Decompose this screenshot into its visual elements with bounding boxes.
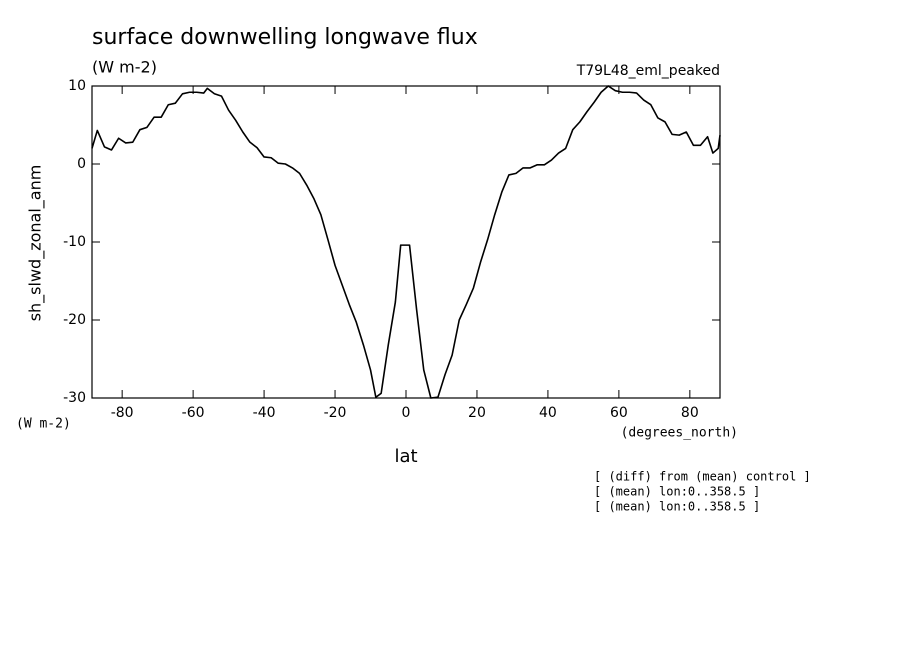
x-tick-label: -40 [253, 405, 276, 421]
dataset-label: T79L48_eml_peaked [576, 63, 720, 79]
x-tick-label: -80 [111, 405, 134, 421]
annotation: [ (diff) from (mean) control ] [594, 470, 811, 484]
x-tick-label: 20 [468, 405, 486, 421]
x-tick-label: -60 [182, 405, 205, 421]
y-tick-label: -30 [63, 390, 86, 406]
y-units: (W m-2) [16, 417, 71, 432]
y-axis-label: sh_slwd_zonal_anm [26, 165, 46, 322]
x-axis-label: lat [394, 446, 417, 467]
x-tick-label: -20 [324, 405, 347, 421]
y-tick-label: 0 [77, 156, 86, 172]
data-line [91, 85, 721, 399]
x-tick-label: 0 [402, 405, 411, 421]
x-tick-label: 40 [539, 405, 557, 421]
y-tick-label: -20 [63, 312, 86, 328]
plot-frame [91, 85, 721, 399]
x-tick-label: 80 [681, 405, 699, 421]
y-tick-label: 10 [68, 78, 86, 94]
x-units: (degrees_north) [621, 426, 738, 441]
x-tick-label: 60 [610, 405, 628, 421]
chart-title: surface downwelling longwave flux [92, 25, 478, 50]
annotation: [ (mean) lon:0..358.5 ] [594, 485, 760, 499]
annotation: [ (mean) lon:0..358.5 ] [594, 500, 760, 514]
chart-subtitle: (W m-2) [92, 58, 157, 77]
y-tick-label: -10 [63, 234, 86, 250]
